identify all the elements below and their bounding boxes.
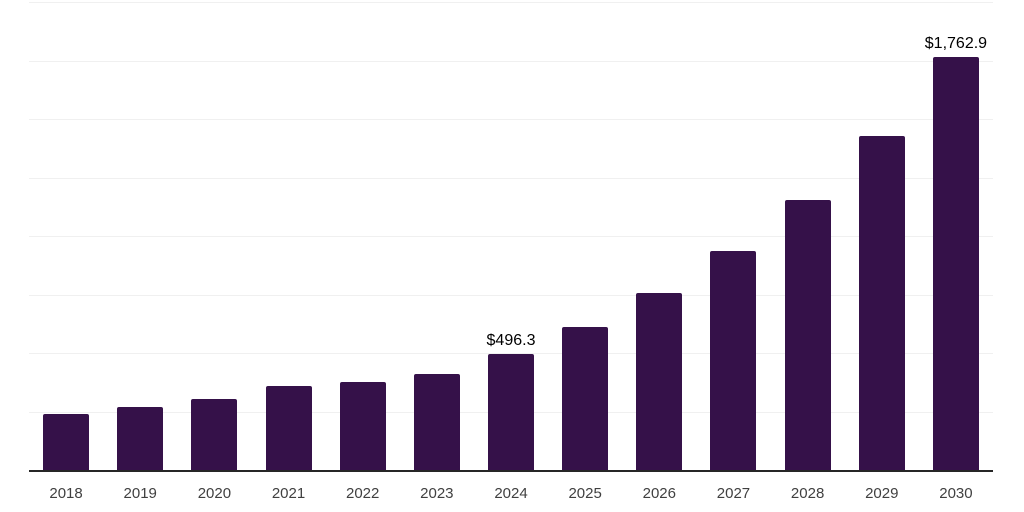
gridline <box>29 119 993 120</box>
x-tick-label-2025: 2025 <box>568 485 602 502</box>
x-tick-label-2020: 2020 <box>197 485 232 502</box>
gridline <box>29 236 993 237</box>
gridline <box>29 294 993 296</box>
bar-2028 <box>784 199 831 470</box>
bar-2023 <box>413 374 460 470</box>
x-tick-label-2021: 2021 <box>271 485 306 502</box>
bar-2025 <box>562 326 609 470</box>
bar-2029 <box>858 136 905 470</box>
x-tick-label-2027: 2027 <box>716 485 751 502</box>
x-tick-label-2023: 2023 <box>420 485 454 502</box>
bar-2020 <box>191 399 238 470</box>
bar-2021 <box>265 385 312 470</box>
bar-value-label-2024: $496.3 <box>486 331 536 349</box>
gridline <box>29 2 993 3</box>
bar-2024 <box>488 353 534 470</box>
bar-2026 <box>636 292 683 470</box>
bar-2019 <box>117 406 164 470</box>
bar-2022 <box>339 381 386 470</box>
gridline <box>29 177 993 179</box>
bar-2027 <box>710 251 757 470</box>
gridline <box>29 60 993 62</box>
x-tick-label-2019: 2019 <box>123 485 157 502</box>
bar-2030 <box>932 57 979 470</box>
x-tick-label-2030: 2030 <box>939 485 973 502</box>
bar-value-label-2030: $1,762.9 <box>924 35 988 53</box>
gridline <box>29 353 993 354</box>
x-tick-label-2029: 2029 <box>865 485 899 502</box>
bar-2018 <box>43 413 90 470</box>
x-tick-label-2024: 2024 <box>494 485 528 502</box>
x-axis: 2018 2019 2020 2021 2022 2023 2024 2025 2026 2027… <box>29 486 993 506</box>
x-tick-label-2022: 2022 <box>346 485 380 502</box>
x-tick-label-2026: 2026 <box>642 485 676 502</box>
x-tick-label-2028: 2028 <box>790 485 825 502</box>
plot-area: $496.3 $1,762.9 <box>29 2 993 472</box>
x-tick-label-2018: 2018 <box>49 485 83 502</box>
